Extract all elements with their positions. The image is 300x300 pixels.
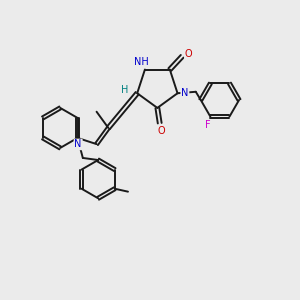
Text: NH: NH <box>134 57 149 67</box>
Text: N: N <box>74 140 82 149</box>
Text: N: N <box>181 88 189 98</box>
Text: O: O <box>185 49 193 59</box>
Text: O: O <box>158 126 165 136</box>
Text: F: F <box>205 120 210 130</box>
Text: H: H <box>121 85 128 95</box>
